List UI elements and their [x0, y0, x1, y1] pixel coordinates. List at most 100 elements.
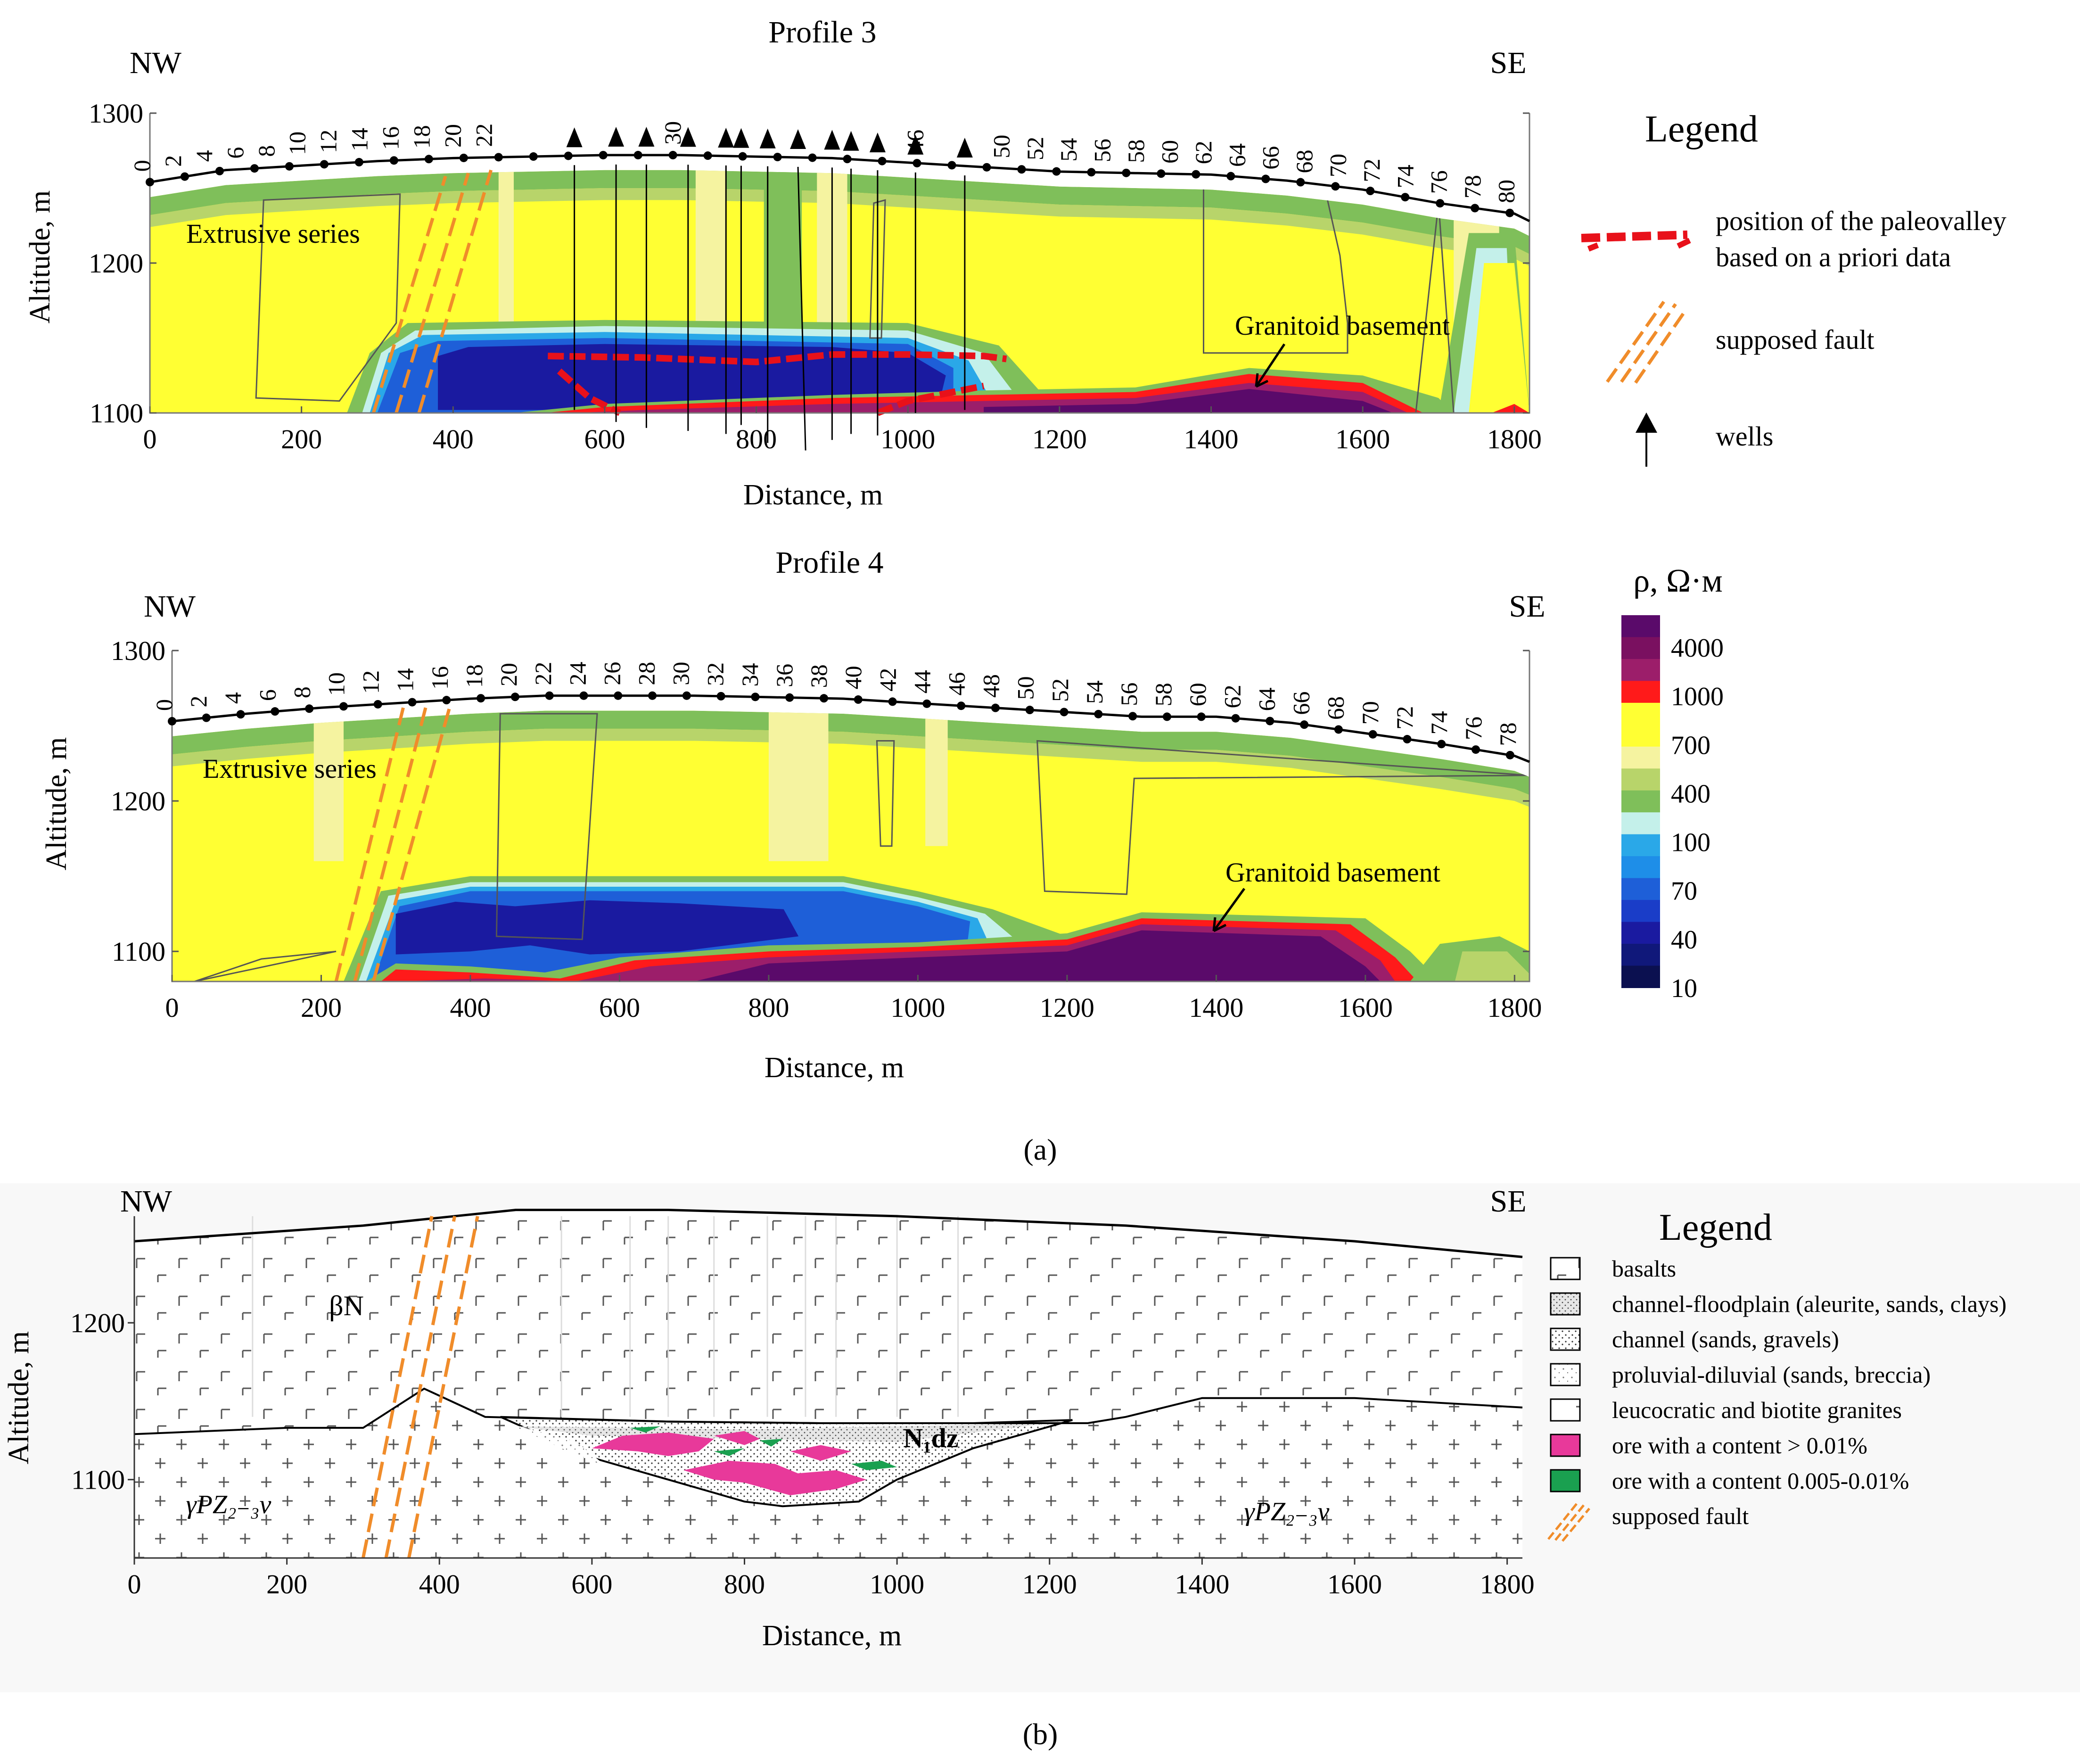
p4-fault-line-0 [334, 707, 405, 982]
resistivity-colorbar: ρ, Ω·м 4000 1000 700 400 100 70 40 10 [1621, 563, 1724, 1003]
colorbar-title: ρ, Ω·м [1633, 563, 1723, 599]
p4-xtick-label: 0 [165, 992, 179, 1023]
p4-surface-dot [168, 717, 176, 725]
p3-surface-dot [180, 172, 189, 181]
p3-surface-dot [564, 151, 573, 160]
p4-station-label: 70 [1357, 701, 1383, 725]
p3-xtick-label: 600 [584, 424, 625, 454]
legend-bottom-item-label: ore with a content > 0.01% [1612, 1432, 1867, 1459]
legend-top-item-wells: wells [1716, 421, 1773, 452]
geologic-cross-section: NW SE 0 200 400 600 800 1000 1200 1400 1600 1800 1… [0, 1183, 2080, 1692]
p3-station-label: 60 [1156, 140, 1183, 164]
p3-station-label: 54 [1055, 138, 1082, 162]
p4-station-label: 42 [874, 668, 901, 692]
panel-b-ytick-label: 1200 [70, 1308, 125, 1338]
colorbar-tick-label: 100 [1671, 828, 1710, 857]
p3-xtick-label: 400 [433, 424, 474, 454]
p4-station-label: 36 [771, 664, 797, 687]
well-arrow-icon [718, 127, 734, 148]
channel-floodplain-icon [1550, 1292, 1581, 1316]
p3-surface-dot [215, 166, 224, 175]
p4-surface-dot [1231, 714, 1240, 723]
well-arrow-icon [733, 128, 749, 148]
legend-bottom-item-label: channel (sands, gravels) [1612, 1326, 1839, 1352]
well-arrow-icon [608, 127, 625, 147]
figure-label-b: (b) [1023, 1717, 1058, 1751]
p3-ytick-label: 1200 [89, 248, 143, 279]
p3-station-label: 14 [346, 128, 373, 151]
p4-xtick-label: 200 [301, 992, 342, 1023]
p3-station-label: 58 [1123, 140, 1149, 163]
profile-3-chart: Profile 3 NW SE 0 200 400 600 800 1000 1200 140… [24, 15, 1542, 511]
p4-surface-dot [579, 691, 588, 700]
p4-station-label: 8 [288, 686, 315, 698]
p4-station-label: 2 [185, 696, 212, 708]
p3-xtick-label: 1400 [1184, 424, 1239, 454]
ore-body-0 [592, 1432, 714, 1456]
p4-station-label: 62 [1219, 685, 1245, 709]
p3-surface-dot [982, 163, 991, 172]
p4-xtick-label: 600 [599, 992, 640, 1023]
figure-label-a: (a) [1023, 1133, 1057, 1166]
granite-icon [1550, 1398, 1581, 1422]
profile-3-axes: 0 200 400 600 800 1000 1200 1400 1600 18001100120… [89, 98, 1542, 454]
colorbar-tick-label: 4000 [1671, 634, 1724, 663]
p3-surface-dot [1331, 182, 1340, 191]
p3-ytick-label: 1100 [90, 398, 143, 429]
p4-station-label: 4 [220, 692, 246, 704]
p4-station-label: 28 [633, 662, 660, 685]
p4-surface-dot [1060, 708, 1069, 717]
p4-surface-dot [408, 698, 417, 707]
fault-icon [1547, 1503, 1590, 1542]
p4-zone-stripe-2 [925, 710, 948, 846]
p3-surface-dot [1401, 193, 1410, 202]
p4-surface-dot [442, 696, 451, 705]
basalt-unit [134, 1210, 1522, 1434]
p3-station-label: 30 [659, 121, 686, 145]
p3-station-label: 56 [1089, 139, 1116, 162]
well-arrow-icon [680, 127, 696, 147]
p4-surface-dot [991, 703, 1000, 712]
p4-field-clip-group [172, 710, 1529, 981]
p4-zone-stripe-1 [313, 710, 344, 861]
well-arrow-icon [638, 127, 655, 147]
p4-surface-dot [373, 700, 382, 709]
p4-ytick-label: 1100 [112, 936, 165, 967]
p4-station-label: 32 [702, 662, 729, 686]
colorbar-cell [1621, 856, 1660, 879]
p4-surface-dot [1025, 706, 1034, 715]
profile-3-basement-arrow [1255, 343, 1286, 387]
well-arrow-icon [869, 132, 886, 153]
p3-station-label: 10 [284, 132, 311, 155]
p3-contour-3 [1415, 203, 1455, 413]
p4-station-label: 16 [427, 666, 453, 690]
p3-station-label: 16 [378, 126, 404, 150]
p4-station-label: 12 [358, 670, 384, 694]
colorbar-cell [1621, 900, 1660, 923]
panel-b-ytick-label: 1100 [71, 1465, 125, 1495]
profile-4-axes: 0 200 400 600 800 1000 1200 1400 1600 18001100120… [111, 635, 1542, 1023]
profile-4-resistivity-field [172, 710, 1529, 981]
p4-station-label: 6 [254, 689, 280, 701]
legend-top: Legend position of the paleovalley based… [1581, 108, 2006, 467]
p4-xtick-label: 1400 [1189, 992, 1243, 1023]
unit-label-basalt: βN [329, 1290, 364, 1321]
p4-station-label: 34 [737, 663, 763, 686]
well-arrow-icon [843, 131, 859, 151]
p3-zone-surface-400 [150, 170, 1529, 254]
p3-surface-dot [1226, 172, 1235, 181]
p4-surface-dot [1472, 745, 1480, 754]
profile-4-station-labels: 0 2 4 6 8 10 12 14 16 18 20 22 24 26 28 30 32 34 36 38 40 42 4… [151, 662, 1521, 746]
colorbar-cell [1621, 878, 1660, 901]
p3-xtick-label: 1600 [1335, 424, 1390, 454]
well-arrow-icon [824, 130, 840, 150]
granite-contact-line [134, 1387, 1523, 1435]
p4-contour-2 [876, 740, 895, 847]
p3-paleovalley-line-2 [876, 382, 985, 416]
p3-zone-right-red-12 [1491, 404, 1529, 413]
p4-surface-dot [1368, 730, 1377, 739]
panel-b-xtick-label: 1000 [870, 1569, 924, 1599]
profile-4-annotation-basement: Granitoid basement [1225, 857, 1440, 888]
p4-station-label: 46 [943, 672, 970, 696]
